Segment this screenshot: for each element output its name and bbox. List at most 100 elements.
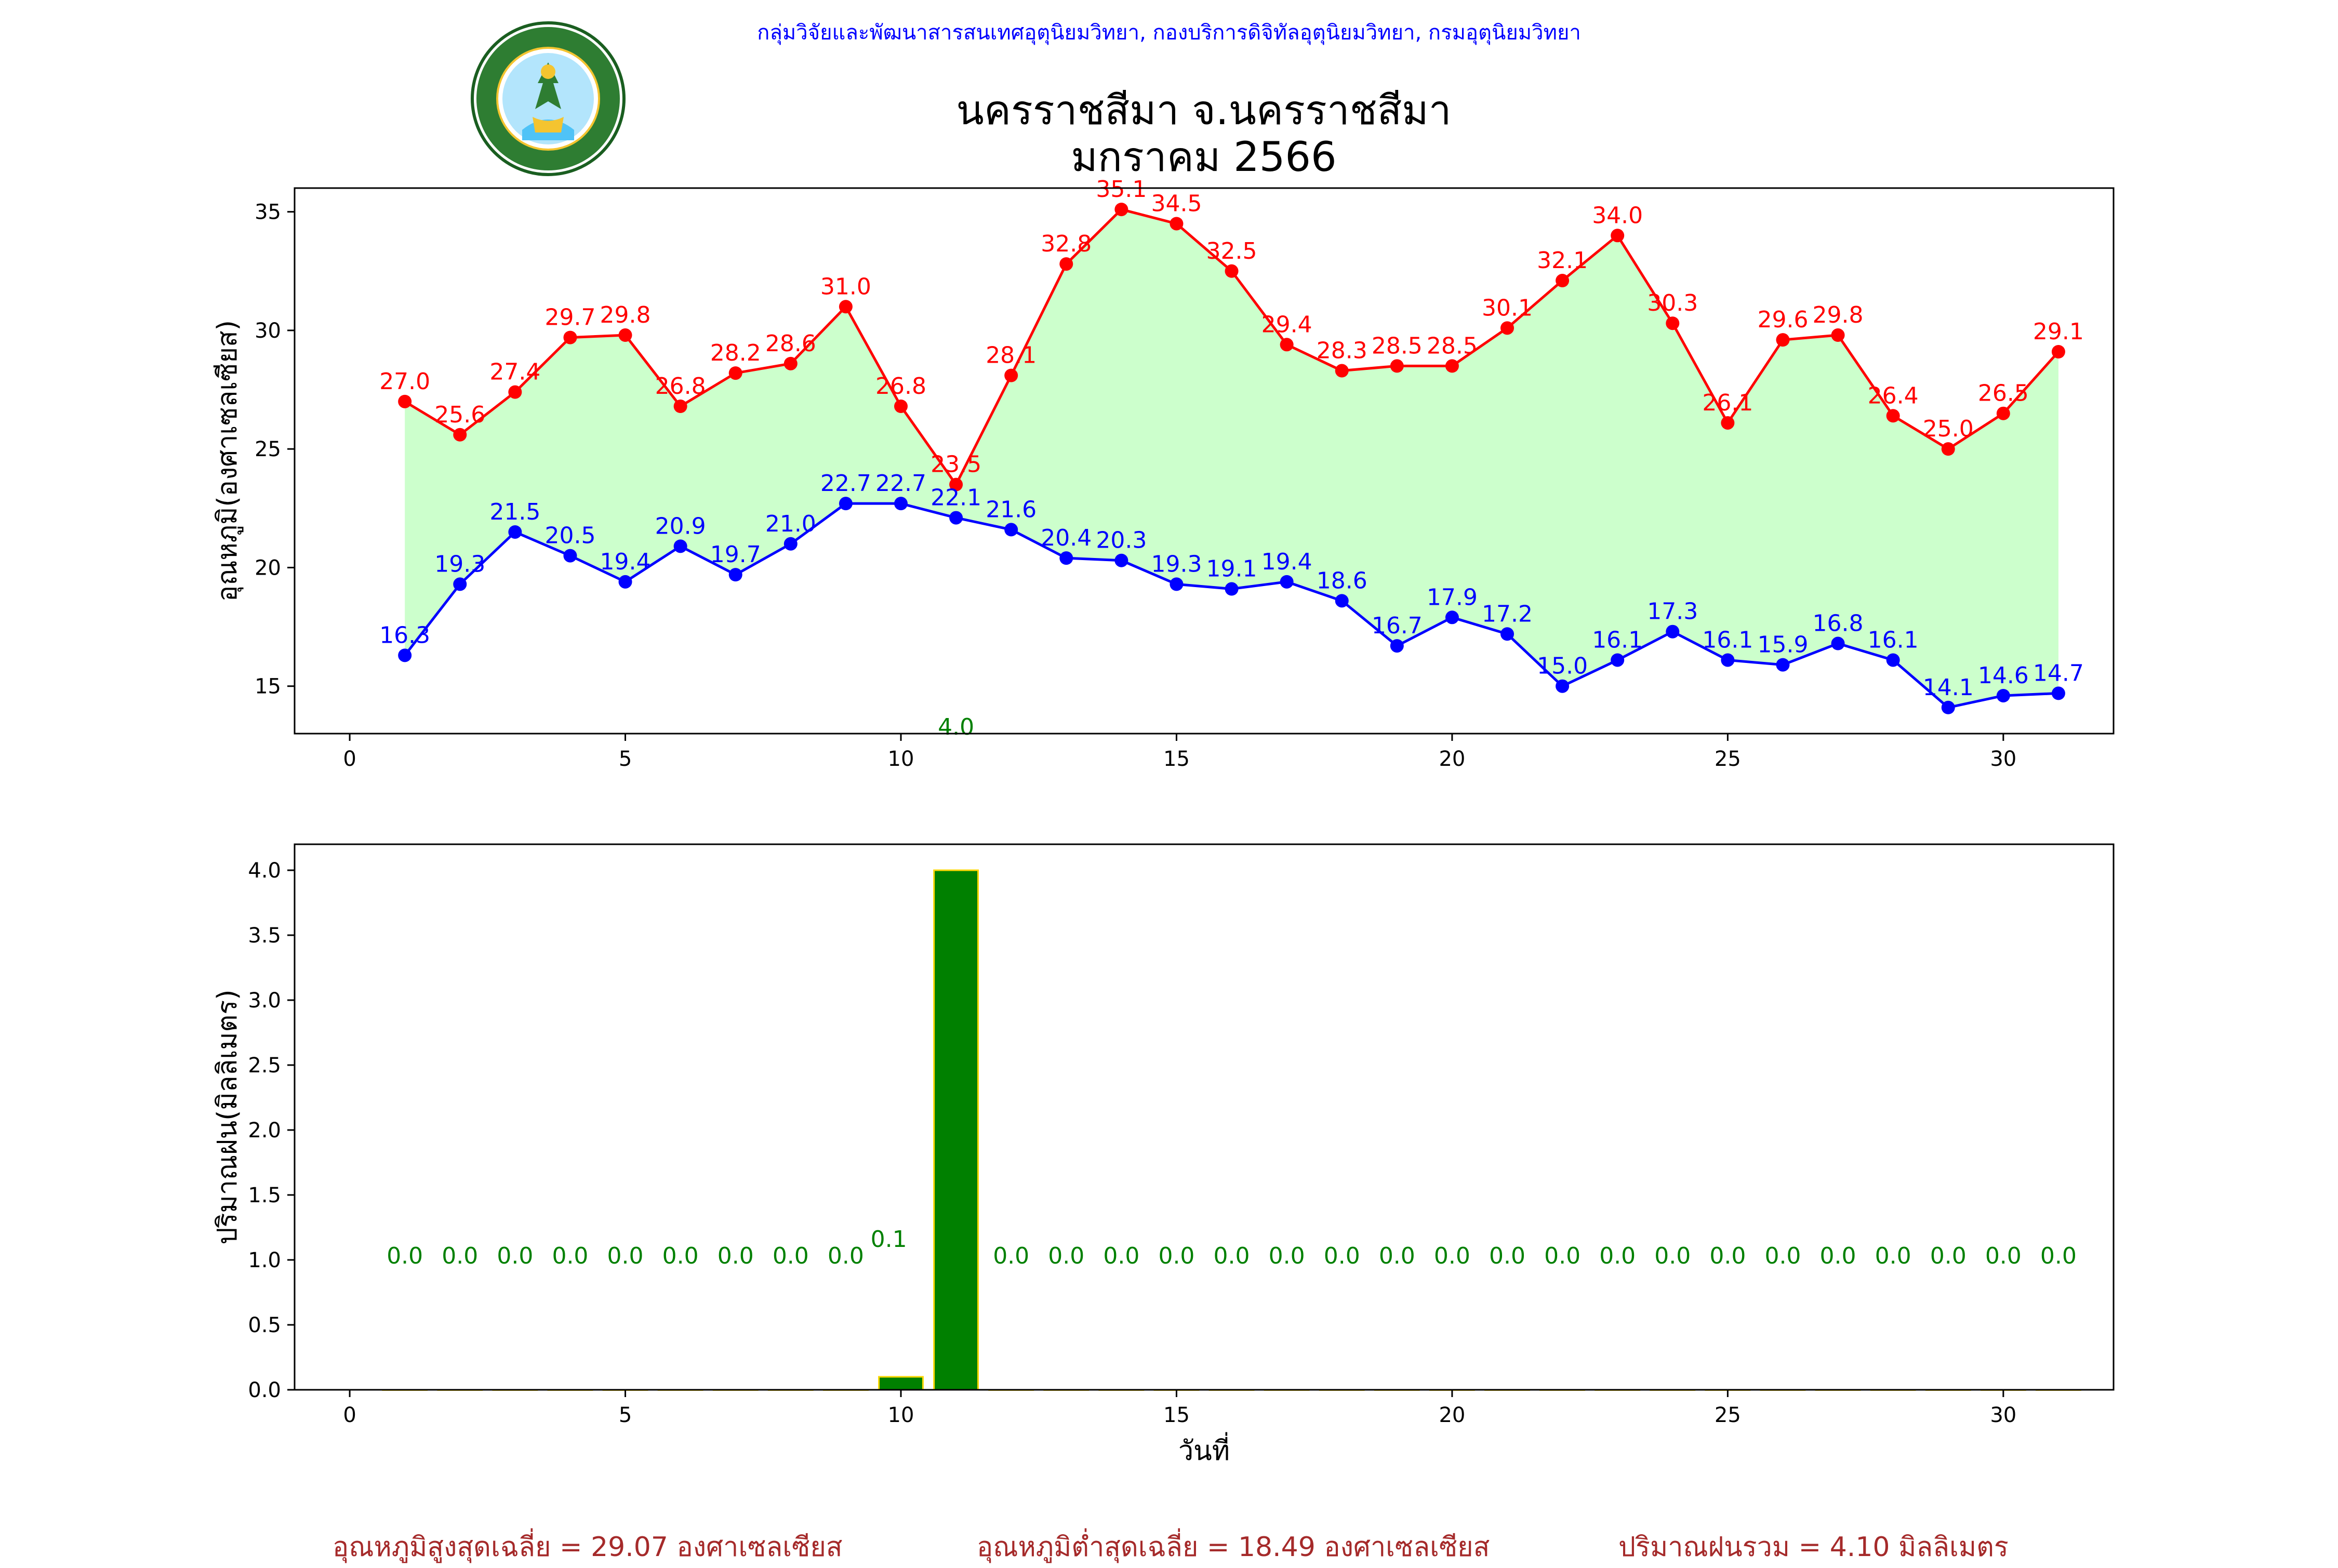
rain-data-label: 0.0: [1103, 1243, 1139, 1269]
max-temp-data-label: 29.1: [2033, 318, 2084, 345]
temp-ytick-label: 25: [255, 437, 281, 461]
max-temp-point: [1114, 203, 1128, 217]
rain-data-label: 0.0: [1654, 1243, 1691, 1269]
rain-ytick-label: 2.0: [248, 1119, 281, 1142]
max-temp-data-label: 28.5: [1427, 333, 1478, 359]
summary-total-rain: ปริมาณฝนรวม = 4.10 มิลลิเมตร: [1618, 1532, 2009, 1563]
min-temp-point: [1556, 679, 1570, 693]
chart-title-station: นครราชสีมา จ.นครราชสีมา: [956, 87, 1452, 134]
max-temp-point: [1335, 364, 1349, 378]
min-temp-data-label: 22.7: [820, 470, 871, 497]
max-temp-data-label: 32.5: [1206, 238, 1257, 264]
min-temp-point: [1666, 624, 1680, 639]
max-temp-point: [949, 477, 963, 491]
rain-ytick-label: 4.0: [248, 859, 281, 883]
max-temp-data-label: 28.2: [710, 340, 761, 366]
min-temp-data-label: 14.6: [1978, 662, 2029, 689]
temp-ytick-label: 35: [255, 201, 281, 224]
rain-ytick-label: 0.0: [248, 1378, 281, 1402]
min-temp-data-label: 15.0: [1537, 653, 1588, 680]
temperature-range-fill: [405, 209, 2058, 708]
min-temp-point: [839, 497, 853, 511]
min-temp-point: [563, 549, 577, 563]
min-temp-point: [1831, 636, 1845, 650]
rain-xtick-label: 20: [1439, 1403, 1465, 1427]
max-temp-data-label: 28.5: [1372, 333, 1423, 359]
rain-data-label: 0.0: [773, 1243, 809, 1269]
rain-xtick-label: 30: [1990, 1403, 2016, 1427]
min-temp-data-label: 19.3: [1151, 551, 1202, 577]
min-temp-point: [1390, 639, 1404, 653]
rain-ytick-label: 0.5: [248, 1313, 281, 1337]
temp-xtick-label: 5: [619, 747, 632, 771]
chart-title-month: มกราคม 2566: [1071, 134, 1337, 181]
max-temp-point: [1170, 217, 1184, 231]
rain-xtick-label: 10: [888, 1403, 914, 1427]
rain-data-label: 0.0: [1158, 1243, 1194, 1269]
rain-xtick-label: 25: [1715, 1403, 1741, 1427]
rain-data-label: 0.0: [828, 1243, 864, 1269]
rain-data-label: 0.0: [1764, 1243, 1801, 1269]
min-temp-point: [1941, 700, 1955, 714]
max-temp-data-label: 30.1: [1482, 295, 1533, 321]
rain-bar: [933, 869, 979, 1391]
max-temp-data-label: 26.8: [655, 373, 706, 400]
max-temp-point: [1390, 359, 1404, 373]
rain-data-label: 0.0: [1820, 1243, 1856, 1269]
min-temp-point: [1335, 594, 1349, 608]
meteorological-department-logo: [471, 21, 626, 176]
max-temp-point: [1721, 416, 1735, 430]
temp-xtick-label: 20: [1439, 747, 1465, 771]
min-temp-point: [618, 575, 632, 589]
min-temp-point: [728, 568, 742, 582]
min-temp-point: [1500, 627, 1514, 641]
rain-data-label: 0.0: [552, 1243, 588, 1269]
temp-ytick-label: 20: [255, 556, 281, 580]
max-temp-point: [1611, 229, 1625, 243]
max-temp-point: [1004, 368, 1018, 382]
max-temp-point: [728, 366, 742, 380]
rain-data-label: 0.0: [1214, 1243, 1250, 1269]
max-temp-point: [1831, 328, 1845, 342]
rainfall-panel: 0.0 0.0 0.0 0.0 0.0 0.0 0.0 0.0 0.0 0.1 0.0 0.0 0.0 0…: [212, 843, 2115, 1467]
min-temp-point: [1611, 653, 1625, 667]
temperature-panel: 27.0 16.3 25.6 19.3 27.4 21.5 29.7 20.5 29.8 19.4…: [212, 176, 2115, 771]
min-temp-data-label: 21.5: [489, 499, 540, 525]
min-temp-point: [783, 537, 798, 551]
max-temp-point: [1886, 409, 1900, 423]
rain-data-label: 0.0: [1544, 1243, 1580, 1269]
min-temp-data-label: 16.8: [1813, 610, 1864, 637]
min-temp-data-label: 16.3: [379, 622, 430, 648]
min-temp-point: [1059, 551, 1073, 565]
max-temp-point: [618, 328, 632, 342]
min-temp-point: [508, 525, 522, 539]
max-temp-point: [453, 428, 467, 442]
max-temp-data-label: 27.4: [489, 359, 540, 386]
rain-data-label: 0.0: [607, 1243, 644, 1269]
min-temp-data-label: 16.1: [1702, 627, 1753, 653]
max-temp-point: [894, 400, 908, 413]
rain-data-label: 0.0: [497, 1243, 533, 1269]
min-temp-point: [1445, 610, 1459, 624]
rain-data-label: 0.0: [1489, 1243, 1525, 1269]
min-temp-data-label: 19.7: [710, 541, 761, 568]
max-temp-point: [1996, 406, 2010, 420]
min-temp-data-label: 16.1: [1592, 627, 1643, 653]
max-temp-point: [1059, 257, 1073, 271]
max-temp-data-label: 26.1: [1702, 390, 1753, 416]
min-temp-data-label: 19.4: [600, 549, 651, 575]
rain-data-label: 0.0: [662, 1243, 699, 1269]
max-temp-point: [1776, 333, 1790, 347]
max-temp-data-label: 29.7: [544, 304, 595, 331]
min-temp-data-label: 22.1: [931, 485, 981, 511]
rain-data-label: 0.0: [1930, 1243, 1967, 1269]
rain-xtick-label: 5: [619, 1403, 632, 1427]
min-temp-data-label: 19.1: [1206, 556, 1257, 582]
min-temp-data-label: 15.9: [1757, 632, 1808, 658]
max-temp-point: [1280, 338, 1294, 352]
temp-xtick-label: 30: [1990, 747, 2016, 771]
rain-data-label: 0.0: [1269, 1243, 1305, 1269]
max-temp-data-label: 26.5: [1978, 380, 2029, 407]
rain-data-label: 0.0: [1048, 1243, 1084, 1269]
